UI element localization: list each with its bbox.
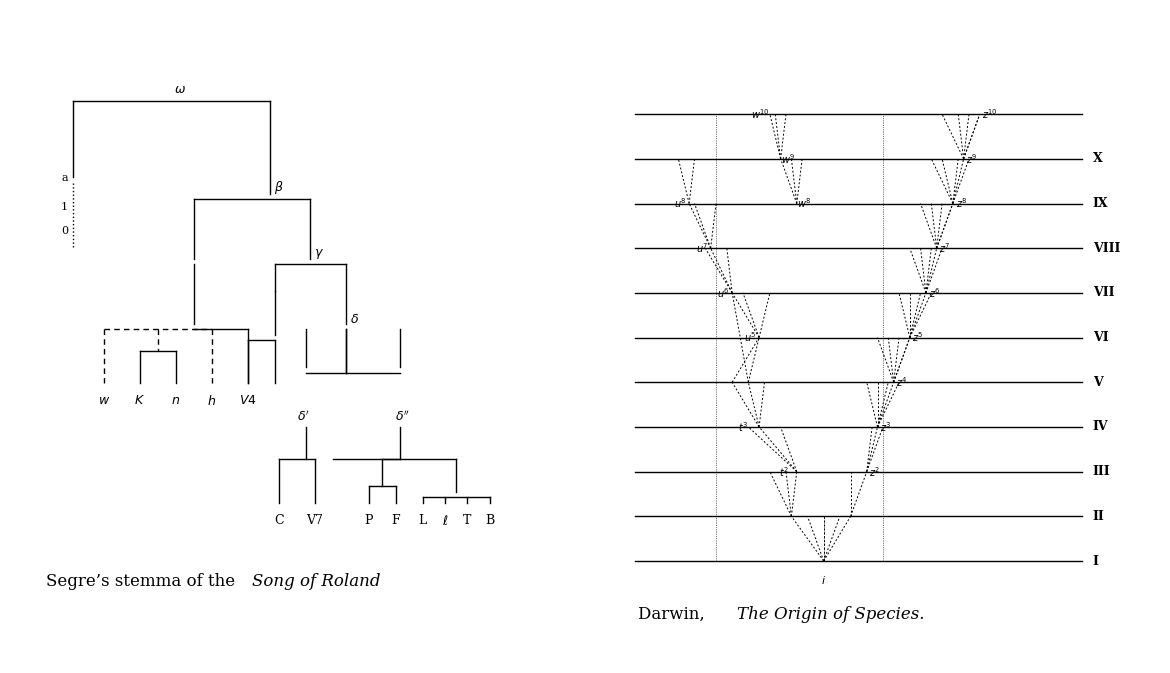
Text: $z^4$: $z^4$ xyxy=(896,376,908,389)
Text: $\beta$: $\beta$ xyxy=(274,179,283,197)
Text: $\delta$: $\delta$ xyxy=(350,314,359,326)
Text: $t^2$: $t^2$ xyxy=(778,465,789,479)
Text: $t^3$: $t^3$ xyxy=(738,420,749,434)
Text: $i$: $i$ xyxy=(821,575,826,586)
Text: $u^6$: $u^6$ xyxy=(717,286,730,299)
Text: V7: V7 xyxy=(307,513,323,526)
Text: $\delta''$: $\delta''$ xyxy=(394,410,409,424)
Text: B: B xyxy=(486,513,495,526)
Text: $w$: $w$ xyxy=(98,394,110,407)
Text: $\omega$: $\omega$ xyxy=(174,83,186,96)
Text: $K$: $K$ xyxy=(135,394,145,407)
Text: $h$: $h$ xyxy=(207,394,216,409)
Text: Darwin,: Darwin, xyxy=(638,606,715,623)
Text: F: F xyxy=(391,513,400,526)
Text: $u^8$: $u^8$ xyxy=(674,197,687,211)
Text: 0: 0 xyxy=(61,227,68,236)
Text: $z^{10}$: $z^{10}$ xyxy=(983,107,998,121)
Text: $z^6$: $z^6$ xyxy=(929,286,941,299)
Text: L: L xyxy=(419,513,427,526)
Text: IV: IV xyxy=(1093,421,1108,433)
Text: V: V xyxy=(1093,376,1102,389)
Text: The Origin of Species.: The Origin of Species. xyxy=(737,606,924,623)
Text: $\ell$: $\ell$ xyxy=(442,513,448,528)
Text: T: T xyxy=(463,513,472,526)
Text: $\delta'$: $\delta'$ xyxy=(297,410,310,424)
Text: 1: 1 xyxy=(61,202,68,212)
Text: VI: VI xyxy=(1093,331,1108,344)
Text: $V4$: $V4$ xyxy=(239,394,256,407)
Text: IX: IX xyxy=(1093,197,1108,210)
Text: $w^{10}$: $w^{10}$ xyxy=(751,107,770,121)
Text: $z^9$: $z^9$ xyxy=(966,152,978,166)
Text: $u^5$: $u^5$ xyxy=(744,330,756,345)
Text: $z^2$: $z^2$ xyxy=(869,465,881,479)
Text: $z^5$: $z^5$ xyxy=(913,330,924,345)
Text: III: III xyxy=(1093,465,1110,478)
Text: VII: VII xyxy=(1093,287,1114,299)
Text: $w^9$: $w^9$ xyxy=(780,152,794,166)
Text: VIII: VIII xyxy=(1093,242,1120,254)
Text: Song of Roland: Song of Roland xyxy=(253,573,380,590)
Text: $z^7$: $z^7$ xyxy=(940,242,951,255)
Text: $n$: $n$ xyxy=(171,394,180,407)
Text: $\gamma$: $\gamma$ xyxy=(314,247,324,261)
Text: $z^8$: $z^8$ xyxy=(956,197,968,211)
Text: I: I xyxy=(1093,555,1099,567)
Text: Segre’s stemma of the: Segre’s stemma of the xyxy=(46,573,240,590)
Text: $z^3$: $z^3$ xyxy=(880,420,892,434)
Text: II: II xyxy=(1093,510,1104,523)
Text: a: a xyxy=(62,173,68,182)
Text: C: C xyxy=(274,513,284,526)
Text: $u^7$: $u^7$ xyxy=(695,242,708,255)
Text: X: X xyxy=(1093,152,1102,166)
Text: $w^8$: $w^8$ xyxy=(797,197,811,211)
Text: P: P xyxy=(365,513,373,526)
